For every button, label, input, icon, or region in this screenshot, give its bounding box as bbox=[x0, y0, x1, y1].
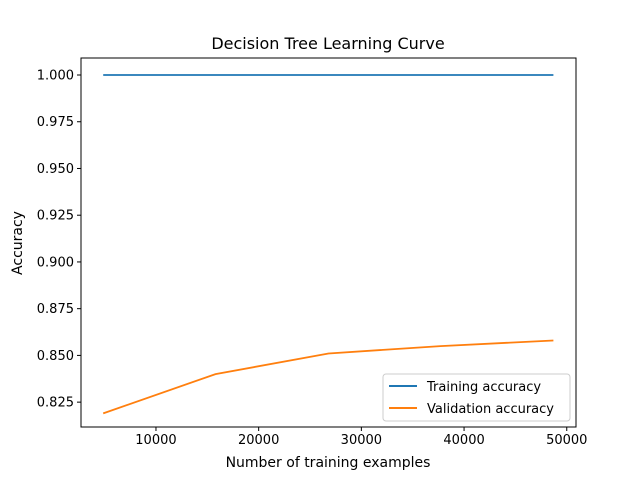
y-tick-label: 1.000 bbox=[37, 69, 74, 84]
x-tick-label: 10000 bbox=[135, 433, 176, 448]
y-tick-label: 0.850 bbox=[37, 349, 74, 364]
series-group bbox=[102, 74, 554, 415]
x-tick-label: 50000 bbox=[546, 433, 587, 448]
legend: Training accuracy Validation accuracy bbox=[382, 373, 571, 422]
y-axis: 0.825 0.850 0.875 0.900 0.925 0.950 0.975 1.000 bbox=[37, 69, 81, 411]
legend-label-training: Training accuracy bbox=[426, 380, 541, 395]
legend-label-validation: Validation accuracy bbox=[427, 402, 554, 417]
x-tick-label: 40000 bbox=[443, 433, 484, 448]
y-tick-label: 0.950 bbox=[37, 162, 74, 177]
x-axis-label: Number of training examples bbox=[226, 455, 431, 471]
plot-area-frame bbox=[80, 57, 577, 428]
legend-box bbox=[382, 373, 571, 422]
y-axis-label: Accuracy bbox=[10, 211, 26, 275]
y-tick-label: 0.975 bbox=[37, 115, 74, 130]
y-tick-label: 0.900 bbox=[37, 255, 74, 270]
y-tick-label: 0.925 bbox=[37, 209, 74, 224]
y-tick-label: 0.825 bbox=[37, 396, 74, 411]
x-tick-label: 30000 bbox=[341, 433, 382, 448]
x-axis: 10000 20000 30000 40000 50000 bbox=[135, 427, 587, 448]
x-tick-label: 20000 bbox=[238, 433, 279, 448]
y-tick-label: 0.875 bbox=[37, 302, 74, 317]
chart-title: Decision Tree Learning Curve bbox=[211, 34, 444, 53]
validation-accuracy-line bbox=[102, 339, 554, 415]
